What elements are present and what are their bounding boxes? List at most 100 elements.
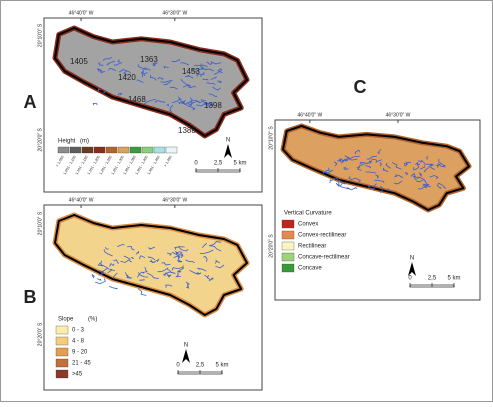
legend-swatch	[105, 146, 118, 154]
drainage	[166, 274, 172, 278]
drainage	[136, 79, 144, 83]
drainage	[333, 161, 338, 167]
scale-label: 0	[194, 161, 198, 167]
drainage	[142, 67, 151, 72]
legend-swatch	[281, 252, 295, 262]
drainage	[391, 161, 402, 170]
drainage	[210, 76, 217, 81]
drainage	[356, 166, 362, 171]
drainage	[91, 274, 95, 279]
drainage	[422, 183, 430, 187]
drainage	[171, 267, 184, 271]
drainage	[171, 58, 180, 63]
coord-label: 20°10'0" S	[37, 211, 43, 235]
drainage	[426, 155, 428, 160]
drainage	[163, 80, 172, 86]
drainage	[102, 56, 113, 61]
drainage	[430, 163, 435, 167]
scale-label: 2,5	[196, 363, 205, 369]
drainage	[206, 61, 213, 66]
drainage	[355, 178, 362, 183]
drainage	[142, 266, 148, 273]
drainage	[97, 262, 109, 269]
drainage	[130, 256, 134, 259]
legend-swatch	[55, 358, 69, 368]
drainage	[415, 161, 421, 166]
drainage	[180, 79, 191, 86]
spot-height: 1420	[118, 73, 136, 82]
panel: C 46°40'0" W 46°30'0" W 20°10'0" S 20°20'0" …	[268, 77, 481, 301]
legend-label: > 1,450	[163, 155, 173, 167]
drainage	[375, 159, 382, 163]
drainage	[385, 162, 392, 169]
drainage	[203, 256, 208, 262]
north-arrow	[408, 262, 416, 276]
drainage	[338, 179, 346, 185]
drainage	[161, 262, 171, 266]
drainage	[208, 241, 222, 247]
drainage	[189, 102, 196, 107]
drainage	[142, 70, 146, 76]
drainage	[424, 163, 433, 166]
drainage	[143, 99, 156, 105]
drainage	[394, 173, 404, 179]
legend-swatch	[165, 146, 178, 154]
drainage	[208, 93, 218, 98]
drainage	[185, 259, 195, 264]
drainage	[195, 99, 206, 104]
drainage	[206, 82, 216, 86]
drainage	[437, 182, 442, 190]
drainage	[113, 259, 120, 264]
drainage	[109, 262, 115, 267]
drainage	[417, 176, 424, 180]
legend-title: Slope	[58, 317, 74, 323]
map-outline	[54, 27, 248, 137]
drainage	[108, 68, 116, 71]
drainage	[178, 265, 184, 272]
drainage	[372, 183, 377, 188]
north-label: N	[184, 343, 188, 349]
drainage	[324, 167, 330, 173]
drainage	[404, 171, 408, 176]
drainage	[147, 272, 159, 279]
drainage	[123, 255, 131, 261]
drainage	[346, 157, 358, 161]
drainage	[410, 172, 417, 178]
drainage	[103, 90, 107, 94]
drainage	[366, 155, 377, 160]
drainage	[152, 61, 158, 66]
coord-label: 46°30'0" W	[162, 197, 187, 203]
drainage	[203, 101, 214, 107]
scale-label: 5 km	[447, 276, 460, 282]
drainage	[210, 61, 222, 65]
drainage	[184, 103, 196, 110]
drainage	[379, 162, 383, 167]
drainage	[191, 68, 197, 71]
legend-label: 21 - 45	[72, 361, 91, 367]
drainage	[175, 250, 184, 257]
drainage	[154, 99, 166, 103]
legend-swatch	[129, 146, 142, 154]
legend-unit: (%)	[88, 317, 97, 323]
drainage	[177, 270, 182, 273]
drainage	[215, 264, 225, 269]
legend-swatch	[281, 219, 295, 229]
legend-swatch	[81, 146, 94, 154]
drainage	[201, 243, 208, 248]
drainage	[214, 260, 220, 264]
drainage	[196, 102, 210, 107]
drainage	[204, 274, 209, 279]
drainage	[174, 246, 185, 250]
drainage	[163, 272, 168, 277]
drainage	[173, 254, 180, 261]
drainage	[340, 158, 345, 164]
drainage	[348, 176, 356, 181]
drainage	[379, 185, 384, 193]
drainage	[157, 77, 164, 80]
drainage	[175, 251, 183, 256]
drainage	[329, 179, 333, 184]
drainage	[166, 103, 170, 107]
drainage	[169, 104, 174, 112]
drainage	[113, 62, 123, 66]
spot-height: 1363	[140, 55, 158, 64]
